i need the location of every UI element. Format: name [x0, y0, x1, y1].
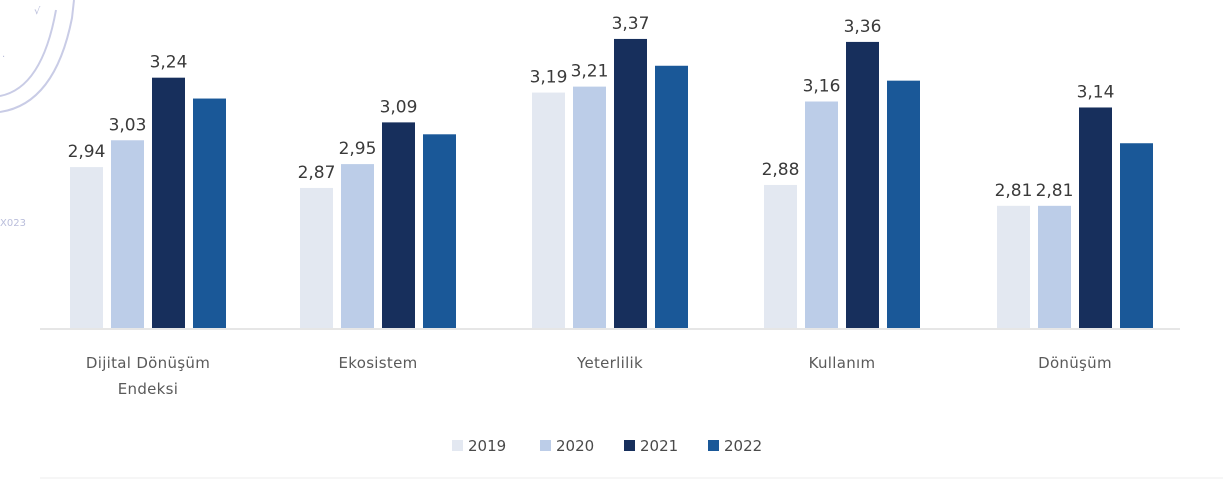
bar-2019-cat-2 [532, 92, 565, 328]
legend-item-2021: 2021 [624, 437, 678, 455]
legend-swatch-2019 [452, 440, 463, 451]
data-label-2021-cat-2: 3,37 [612, 14, 650, 34]
bars-layer [70, 38, 1153, 329]
data-label-2021-cat-1: 3,09 [380, 97, 418, 117]
data-labels-layer: 2,943,03 3,24 2,872,95 3,09 3,19 3,21 3,37 2,88… [68, 14, 1115, 201]
bar-2020-cat-1 [341, 164, 374, 328]
data-label-2019-cat-0: 2,94 [68, 142, 106, 162]
bar-2022-cat-1 [423, 134, 456, 328]
legend-label-2020: 2020 [556, 437, 594, 455]
bar-2020-cat-4 [1038, 205, 1071, 328]
legend: 2019 2020 2021 2022 [452, 437, 762, 455]
bar-2019-cat-1 [300, 187, 333, 328]
bar-2021-cat-3 [846, 41, 879, 329]
data-label-2020-cat-4: 2,81 [1036, 181, 1074, 201]
data-label-2020-cat-0: 3,03 [109, 115, 147, 135]
bar-2020-cat-2 [573, 86, 606, 329]
bar-2021-cat-0 [152, 77, 185, 329]
category-label-0: Dijital Dönüşüm [86, 354, 210, 372]
bar-2021-cat-4 [1079, 107, 1112, 328]
bar-2020-cat-3 [805, 101, 838, 329]
bar-2020-cat-0 [111, 140, 144, 328]
data-label-2021-cat-3: 3,36 [844, 17, 882, 37]
category-label-0-line-1: Endeksi [118, 380, 179, 398]
svg-text:·: · [2, 52, 5, 63]
bar-2021-cat-2 [614, 38, 647, 328]
category-label-3: Kullanım [809, 354, 876, 372]
bar-2019-cat-4 [997, 205, 1030, 328]
bar-2021-cat-1 [382, 122, 415, 328]
bar-2019-cat-3 [764, 184, 797, 328]
legend-item-2022: 2022 [708, 437, 762, 455]
data-label-2020-cat-3: 3,16 [803, 77, 841, 97]
bar-2022-cat-0 [193, 98, 226, 328]
category-label-1: Ekosistem [338, 354, 417, 372]
legend-item-2020: 2020 [540, 437, 594, 455]
legend-label-2021: 2021 [640, 437, 678, 455]
legend-swatch-2020 [540, 440, 551, 451]
legend-swatch-2021 [624, 440, 635, 451]
data-label-2019-cat-1: 2,87 [298, 163, 336, 183]
legend-label-2022: 2022 [724, 437, 762, 455]
data-label-2020-cat-1: 2,95 [339, 139, 377, 159]
svg-text:X023: X023 [0, 218, 26, 229]
x-axis: Dijital Dönüşüm Endeksi Ekosistem Yeterlili… [40, 328, 1180, 398]
bar-2019-cat-0 [70, 167, 103, 328]
data-label-2019-cat-4: 2,81 [995, 181, 1033, 201]
bar-2022-cat-4 [1120, 143, 1153, 328]
data-label-2019-cat-3: 2,88 [762, 160, 800, 180]
stamp-seal: √ · X023 [0, 0, 75, 229]
bar-2022-cat-2 [655, 65, 688, 328]
bar-2022-cat-3 [887, 80, 920, 328]
data-label-2021-cat-0: 3,24 [150, 53, 188, 73]
data-label-2019-cat-2: 3,19 [530, 68, 568, 88]
data-label-2020-cat-2: 3,21 [571, 62, 609, 82]
category-label-4: Dönüşüm [1038, 354, 1112, 372]
data-label-2021-cat-4: 3,14 [1077, 82, 1115, 102]
legend-swatch-2022 [708, 440, 719, 451]
category-label-2: Yeterlilik [576, 354, 643, 372]
legend-label-2019: 2019 [468, 437, 506, 455]
legend-item-2019: 2019 [452, 437, 506, 455]
svg-text:√: √ [34, 6, 41, 17]
